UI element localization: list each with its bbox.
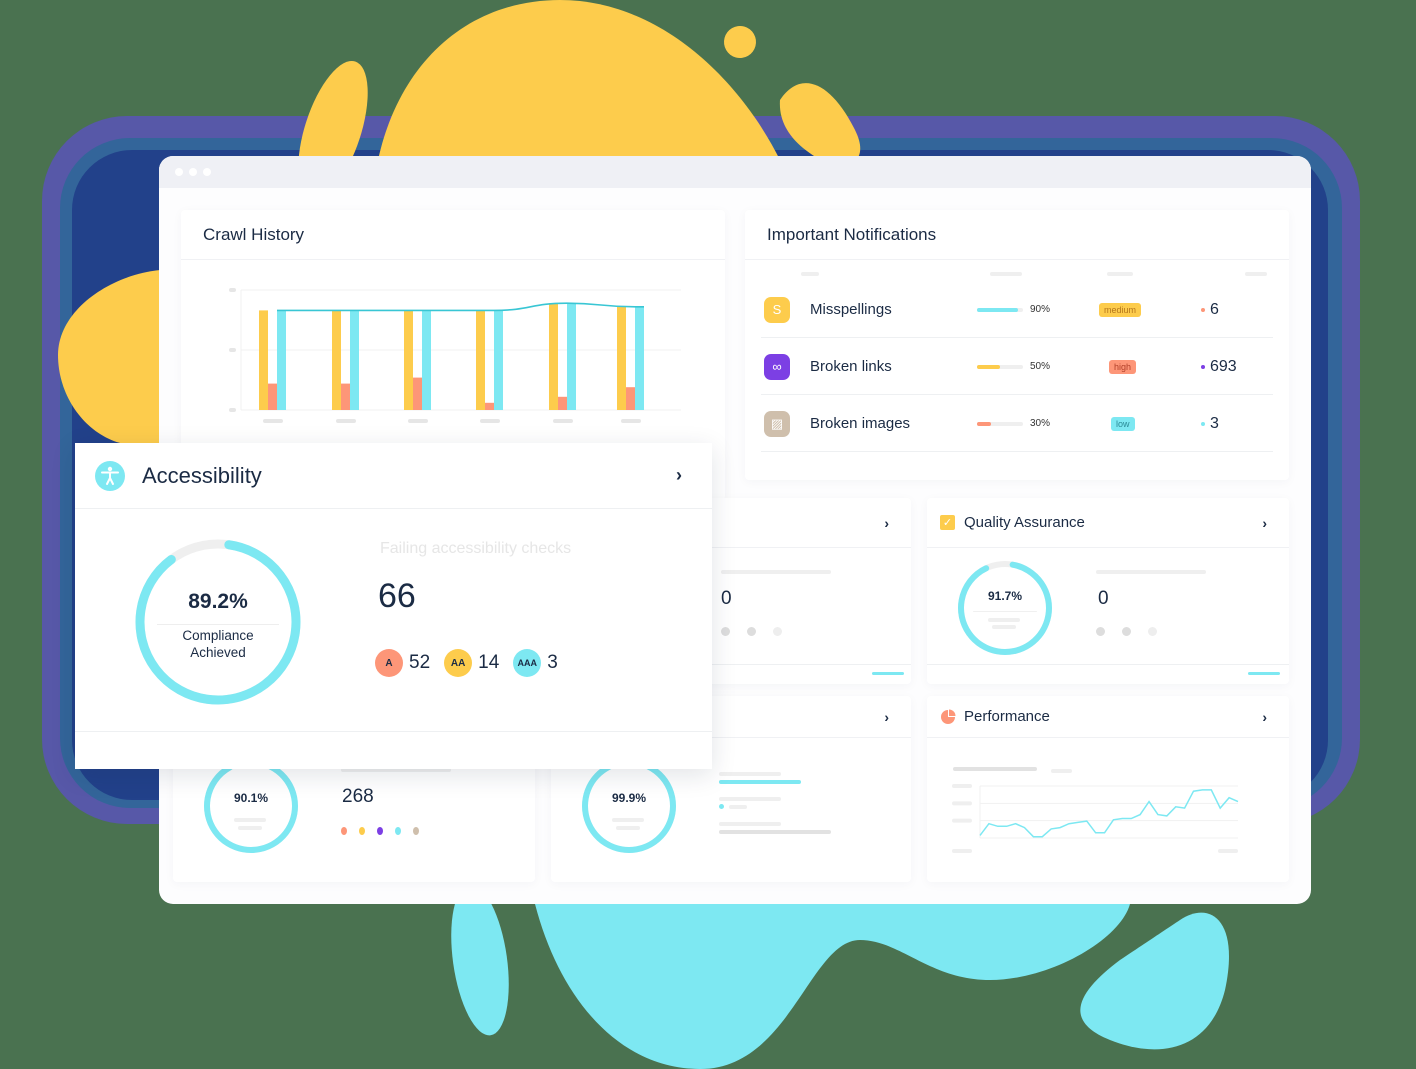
bottom-left-progress-ring [204,759,298,853]
notification-count: 3 [1201,415,1219,433]
level-badge: AA [444,649,473,677]
column-header-placeholder [801,272,819,276]
dot-row [721,627,782,636]
notification-row[interactable]: ▨ Broken images 30% low 3 [761,396,1273,452]
crawl-history-chart [221,280,701,440]
color-dot [341,827,347,835]
failing-checks-label: Failing accessibility checks [380,540,572,557]
checkbox-icon: ✓ [940,515,955,530]
accessibility-card: Accessibility › 89.2% Compliance Achieve… [75,443,712,769]
performance-title: Performance [964,708,1050,725]
chevron-right-icon[interactable]: › [1262,708,1267,725]
window-dot-maximize[interactable] [203,168,211,176]
column-header-placeholder [1245,272,1267,276]
color-dot-row [341,827,419,835]
notification-progress-label: 30% [1030,418,1051,429]
level-count: 52 [409,652,431,673]
bottom-middle-header[interactable]: › [551,696,911,738]
progress-bar [719,780,801,784]
column-header-placeholder [1107,272,1133,276]
notifications-title: Important Notifications [767,224,937,244]
notification-label: Broken links [810,358,892,375]
severity-badge: low [1111,416,1135,431]
level-count: 14 [478,652,500,673]
middle-card-value: 0 [721,588,732,609]
crawl-history-header: Crawl History [181,210,725,260]
dot-row [1096,627,1157,636]
accessibility-icon [95,460,125,491]
notification-row[interactable]: ∞ Broken links 50% high 693 [761,339,1273,395]
window-titlebar [159,156,1311,188]
compliance-label: Compliance Achieved [182,628,254,660]
level-badge: A [375,649,403,677]
notification-progress-label: 50% [1030,361,1051,372]
accessibility-header[interactable]: Accessibility › [75,443,712,509]
middle-card-header[interactable]: › [551,498,911,548]
chevron-right-icon[interactable]: › [676,465,682,485]
chevron-right-icon[interactable]: › [884,708,889,725]
quality-assurance-card: ✓ Quality Assurance › 91.7% 0 [927,498,1289,684]
notification-progress-bar [977,307,1023,312]
wcag-level-aaa: AAA 3 [513,649,558,677]
notification-count: 693 [1201,358,1237,376]
accessibility-title: Accessibility [142,462,262,488]
bottom-middle-pct: 99.9% [611,791,647,805]
column-header-placeholder [990,272,1022,276]
notification-row[interactable]: S Misspellings 90% medium 6 [761,282,1273,338]
progress-indicator [1248,672,1280,675]
qa-value: 0 [1098,588,1109,609]
quality-assurance-title: Quality Assurance [964,514,1085,531]
window-dot-close[interactable] [175,168,183,176]
performance-line-chart [952,784,1239,853]
notification-count: 6 [1201,301,1219,319]
progress-indicator [872,672,904,675]
severity-badge: medium [1099,302,1142,317]
quality-assurance-header[interactable]: ✓ Quality Assurance › [927,498,1289,548]
wcag-level-aa: AA 14 [444,649,499,677]
level-count: 3 [547,652,558,673]
notification-progress-label: 90% [1030,304,1051,315]
compliance-pct: 89.2% [188,590,248,613]
notifications-header: Important Notifications [745,210,1289,260]
color-dot [359,827,365,835]
text-placeholder [1096,570,1206,574]
severity-badge: high [1109,359,1137,374]
pie-chart-icon [941,709,956,724]
failing-checks-count: 66 [378,577,416,615]
color-dot [377,827,383,835]
notification-label: Misspellings [810,301,892,318]
qa-pct: 91.7% [987,589,1023,603]
broken-image-icon: ▨ [764,410,790,437]
color-dot [413,827,419,835]
level-badge: AAA [513,649,542,677]
notification-progress-bar [977,421,1023,426]
text-placeholder [721,570,831,574]
chevron-right-icon[interactable]: › [1262,514,1267,531]
bottom-left-value: 268 [342,786,374,807]
notifications-card: Important Notifications S Misspellings 9… [745,210,1289,480]
broken-link-icon: ∞ [764,353,790,380]
bottom-middle-progress-ring [582,759,676,853]
window-dot-minimize[interactable] [189,168,197,176]
compliance-ring [135,539,301,705]
wcag-level-a: A 52 [375,649,430,677]
notification-label: Broken images [810,415,911,432]
crawl-history-title: Crawl History [203,224,305,244]
performance-card: Performance › [927,696,1289,882]
color-dot [395,827,401,835]
qa-progress-ring [958,561,1052,655]
bottom-left-pct: 90.1% [233,791,269,805]
performance-header[interactable]: Performance › [927,696,1289,738]
bar-chart [229,288,681,423]
misspelling-icon: S [764,296,790,323]
chevron-right-icon[interactable]: › [884,514,889,531]
wcag-levels: A 52 AA 14 AAA 3 [375,649,572,677]
notification-progress-bar [977,364,1023,369]
text-placeholder [341,768,451,772]
